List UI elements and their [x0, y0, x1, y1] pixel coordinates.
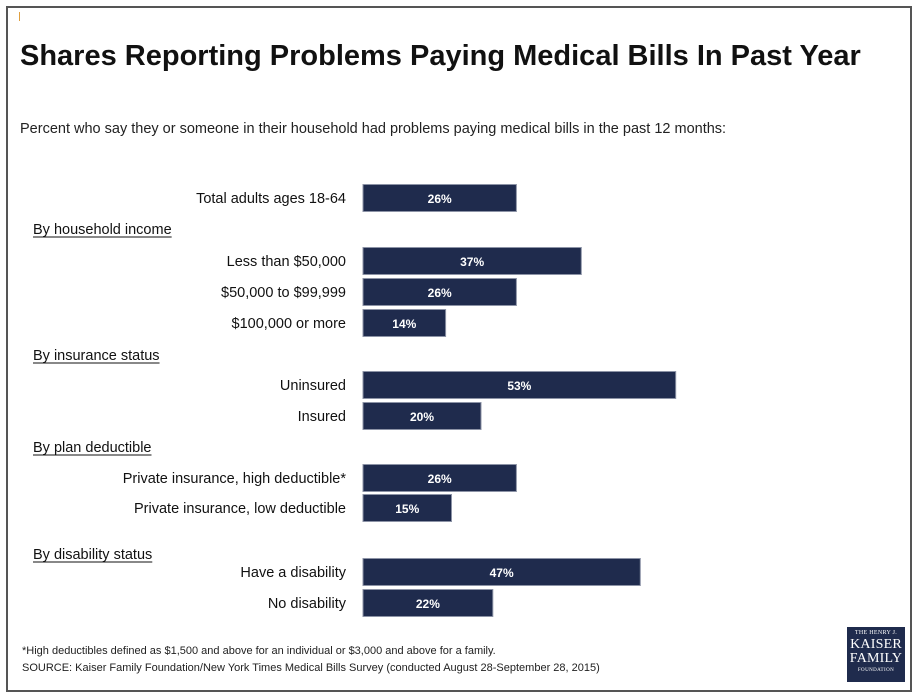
logo-line-1: THE HENRY J.	[854, 630, 898, 636]
chart-title: Shares Reporting Problems Paying Medical…	[20, 40, 861, 72]
category-label: Private insurance, high deductible*	[123, 471, 347, 487]
category-label: $50,000 to $99,999	[221, 285, 346, 301]
bar-private-insurance-low-deductible	[362, 494, 452, 522]
footnote: *High deductibles defined as $1,500 and …	[22, 645, 496, 657]
bar-private-insurance-high-deductible	[362, 464, 517, 492]
bar-value-label: 26%	[428, 472, 452, 486]
bar-total-adults-ages-18-64	[362, 184, 517, 212]
bar-value-label: 15%	[395, 502, 419, 516]
group-heading-by-insurance-status: By insurance status	[33, 348, 160, 364]
bar-100-000-or-more	[362, 309, 447, 337]
bar-value-label: 37%	[460, 255, 484, 269]
category-label: Insured	[298, 409, 346, 425]
category-label: Have a disability	[240, 565, 346, 581]
bar-value-label: 20%	[410, 410, 434, 424]
bar-less-than-50-000	[362, 247, 582, 275]
group-heading-by-plan-deductible: By plan deductible	[33, 440, 152, 456]
chart-subtitle: Percent who say they or someone in their…	[20, 121, 727, 137]
group-heading-by-household-income: By household income	[33, 222, 172, 238]
category-label: No disability	[268, 596, 347, 612]
logo-line-2: KAISER	[850, 637, 902, 652]
bar-value-label: 22%	[416, 597, 440, 611]
bar-value-label: 47%	[490, 566, 514, 580]
logo-line-4: FOUNDATION	[857, 668, 895, 673]
bar-insured	[362, 402, 482, 430]
bar-chart: Total adults ages 18-64 26% By household i…	[33, 184, 677, 617]
bar-50-000-to-99-999	[362, 278, 517, 306]
category-label: $100,000 or more	[232, 316, 346, 332]
bar-value-label: 26%	[428, 192, 452, 206]
group-heading-by-disability-status: By disability status	[33, 547, 152, 563]
category-label: Less than $50,000	[227, 254, 346, 270]
bar-value-label: 14%	[392, 317, 416, 331]
kaiser-family-foundation-logo: THE HENRY J. KAISER FAMILY FOUNDATION	[847, 627, 905, 682]
bar-uninsured	[362, 371, 677, 399]
category-label: Private insurance, low deductible	[134, 501, 346, 517]
logo-line-3: FAMILY	[849, 651, 903, 666]
category-label: Uninsured	[280, 378, 346, 394]
decorative-tick-mark	[19, 12, 20, 21]
source-note: SOURCE: Kaiser Family Foundation/New Yor…	[22, 662, 600, 674]
bar-value-label: 26%	[428, 286, 452, 300]
category-label: Total adults ages 18-64	[196, 191, 346, 207]
bar-no-disability	[362, 589, 494, 617]
bar-value-label: 53%	[507, 379, 531, 393]
bar-have-a-disability	[362, 558, 641, 586]
